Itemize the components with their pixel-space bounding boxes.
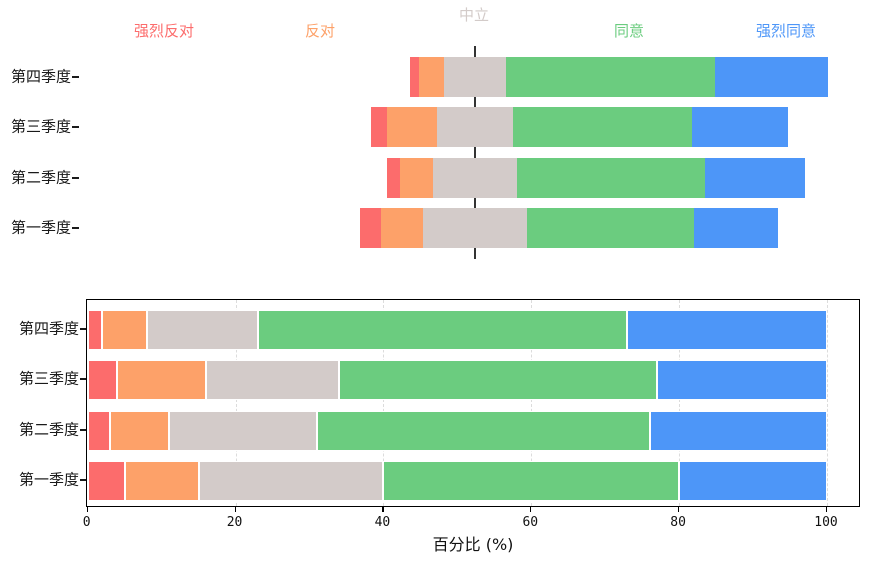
bar-segment (102, 310, 147, 350)
bar-segment (627, 310, 827, 350)
bar-segment (443, 57, 507, 97)
bar-segment (387, 107, 438, 148)
x-tick-label: 80 (670, 515, 686, 530)
y-tick-mark (72, 76, 79, 78)
bar-segment (380, 208, 423, 249)
gridline (827, 300, 828, 506)
bar-segment (679, 461, 827, 502)
x-tick-mark (826, 507, 828, 512)
y-tick-mark (72, 176, 79, 179)
x-tick-mark (678, 507, 680, 512)
x-axis-title: 百分比 (%) (432, 535, 514, 554)
legend-label-1: 反对 (304, 22, 336, 40)
category-label: 第三季度 (10, 117, 71, 136)
bar-segment (360, 208, 381, 249)
bar-segment (146, 310, 258, 350)
bar-segment (257, 310, 628, 350)
x-tick-label: 100 (814, 515, 838, 530)
bar-segment (316, 410, 650, 451)
x-tick-label: 20 (226, 515, 243, 530)
y-tick-mark (80, 328, 86, 330)
bar-segment (692, 107, 789, 148)
neutral-center-line (474, 46, 476, 259)
bar-segment (422, 208, 528, 249)
category-label: 第一季度 (18, 470, 79, 489)
legend-label-2: 中立 (458, 6, 490, 24)
bar-segment (506, 57, 716, 97)
gridline (679, 300, 681, 506)
bar-segment (87, 410, 110, 451)
legend-label-0: 强烈反对 (133, 22, 195, 40)
category-label: 第二季度 (18, 420, 79, 439)
x-tick-mark (530, 507, 532, 512)
gridline (235, 300, 237, 506)
bar-segment (649, 410, 827, 451)
x-tick-mark (382, 507, 384, 512)
bar-segment (516, 157, 705, 198)
bar-segment (169, 410, 317, 451)
category-label: 第四季度 (10, 67, 71, 86)
bar-segment (527, 208, 695, 249)
legend-label-3: 同意 (613, 22, 645, 40)
bar-segment (339, 360, 657, 401)
bar-segment (205, 360, 340, 401)
legend-label-4: 强烈同意 (755, 22, 817, 40)
bar-segment (87, 310, 103, 350)
y-tick-mark (80, 428, 86, 431)
bar-segment (704, 157, 806, 198)
bar-segment (124, 461, 199, 502)
x-tick-label: 60 (522, 515, 539, 530)
category-label: 第一季度 (10, 218, 71, 237)
bar-segment (437, 107, 513, 148)
category-label: 第四季度 (18, 319, 79, 338)
bar-segment (410, 57, 419, 97)
bar-segment (198, 461, 384, 502)
bar-segment (433, 157, 517, 198)
gridline (383, 300, 385, 506)
x-tick-label: 0 (82, 515, 91, 530)
bar-segment (109, 410, 170, 451)
bar-segment (715, 57, 829, 97)
x-tick-mark (234, 507, 236, 512)
bar-segment (694, 208, 779, 249)
bar-segment (117, 360, 206, 401)
x-tick-mark (86, 507, 88, 512)
y-tick-mark (72, 126, 79, 129)
bar-segment (656, 360, 827, 401)
bar-segment (418, 57, 444, 97)
bar-segment (370, 107, 388, 148)
y-tick-mark (80, 378, 86, 381)
category-label: 第三季度 (18, 369, 79, 388)
bar-segment (512, 107, 693, 148)
bar-segment (383, 461, 680, 502)
bar-segment (399, 157, 434, 198)
plot-frame (86, 299, 860, 507)
bar-segment (387, 157, 400, 198)
y-tick-mark (72, 227, 79, 230)
gridline (531, 300, 533, 506)
bar-segment (87, 461, 125, 502)
category-label: 第二季度 (10, 168, 71, 187)
y-tick-mark (80, 479, 86, 482)
x-tick-label: 40 (374, 515, 391, 530)
bar-segment (87, 360, 118, 401)
